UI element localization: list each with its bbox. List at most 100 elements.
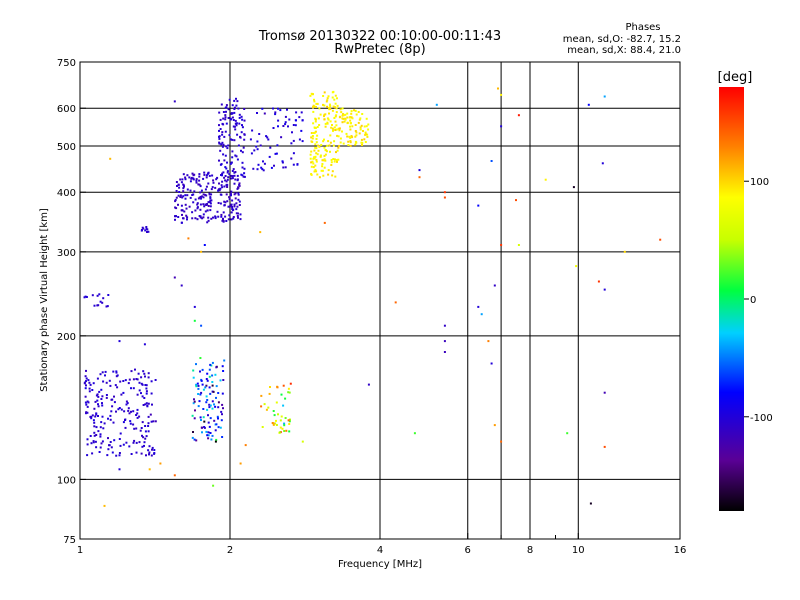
cluster-point <box>312 110 315 113</box>
cluster-point <box>226 171 229 174</box>
cluster-point <box>309 94 312 97</box>
cluster-point <box>203 173 206 176</box>
cluster-point <box>182 173 185 176</box>
cluster-point <box>203 426 206 428</box>
cluster-point <box>199 216 202 219</box>
cluster-point <box>334 129 337 131</box>
scatter-point <box>103 504 106 507</box>
cluster-point <box>239 213 242 216</box>
cluster-point <box>147 449 150 452</box>
cluster-point <box>184 197 187 200</box>
cluster-point <box>207 171 210 174</box>
cluster-point <box>274 111 277 114</box>
cluster-point <box>133 439 136 442</box>
cluster-point <box>218 135 221 138</box>
x-tick-label: 16 <box>674 545 687 556</box>
cluster-point <box>209 432 212 434</box>
cluster-point <box>280 393 283 396</box>
cluster-point <box>324 113 327 116</box>
cluster-point <box>122 443 125 446</box>
cluster-point <box>346 112 349 115</box>
cluster-point <box>183 185 185 188</box>
cluster-point <box>315 152 318 155</box>
cluster-point <box>234 119 237 122</box>
cluster-point <box>215 396 217 399</box>
data-points <box>83 87 662 507</box>
cluster-point <box>341 117 344 120</box>
cluster-point <box>236 100 239 103</box>
cluster-point <box>215 385 218 388</box>
cluster-point <box>211 361 214 364</box>
cluster-point <box>334 106 336 109</box>
cluster-point <box>327 173 330 176</box>
cluster-point <box>324 149 327 151</box>
cluster-point <box>233 174 236 177</box>
cluster-point <box>179 178 182 181</box>
cluster-point <box>200 197 202 200</box>
x-tick-label: 2 <box>227 545 233 556</box>
cluster-point <box>95 394 98 397</box>
cluster-point <box>209 199 212 202</box>
cluster-point <box>337 135 340 138</box>
cluster-point <box>101 415 104 418</box>
cluster-point <box>224 130 227 133</box>
cluster-point <box>202 416 205 419</box>
cluster-point <box>235 202 238 205</box>
cluster-point <box>333 158 336 161</box>
cluster-point <box>225 220 228 222</box>
cluster-point <box>237 107 240 110</box>
cluster-point <box>149 413 152 416</box>
cluster-point <box>119 444 122 447</box>
cluster-point <box>107 437 109 440</box>
cluster-point <box>229 205 232 208</box>
cluster-point <box>315 106 317 108</box>
cluster-point <box>97 304 100 307</box>
cluster-point <box>152 420 155 423</box>
cluster-point <box>354 135 357 138</box>
cluster-point <box>120 408 123 411</box>
cluster-point <box>128 378 131 381</box>
cluster-point <box>224 154 227 157</box>
cluster-point <box>98 390 101 393</box>
cluster-point <box>358 118 361 121</box>
cluster-point <box>182 187 185 190</box>
scatter-point <box>500 125 503 128</box>
cluster-point <box>86 405 89 408</box>
cluster-point <box>136 412 139 415</box>
scatter-point <box>239 462 242 465</box>
cluster-point <box>333 98 336 101</box>
cluster-point <box>98 451 101 453</box>
cluster-point <box>151 403 153 406</box>
cluster-point <box>123 410 126 413</box>
cluster-point <box>222 123 225 126</box>
cluster-point <box>318 107 321 110</box>
cluster-point <box>199 208 202 211</box>
cluster-point <box>315 160 318 163</box>
cluster-point <box>205 176 208 179</box>
cluster-point <box>127 407 130 410</box>
cluster-point <box>313 149 316 152</box>
cluster-point <box>113 439 116 442</box>
cluster-point <box>93 421 96 424</box>
cluster-point <box>344 118 347 121</box>
cluster-point <box>292 139 295 142</box>
cluster-point <box>209 363 212 366</box>
cluster-point <box>204 210 207 213</box>
cluster-point <box>323 118 326 121</box>
cluster-point <box>349 128 352 131</box>
cluster-point <box>216 415 219 418</box>
cluster-point <box>312 132 315 134</box>
cluster-point <box>243 172 246 175</box>
cluster-point <box>231 138 234 141</box>
cluster-point <box>231 156 234 159</box>
cluster-point <box>230 190 233 193</box>
cluster-point <box>342 113 344 116</box>
cluster-point <box>354 140 357 143</box>
cluster-point <box>198 179 201 182</box>
cluster-point <box>234 128 237 131</box>
cluster-point <box>214 186 217 189</box>
cluster-point <box>107 448 110 451</box>
cluster-point <box>314 168 317 171</box>
cluster-point <box>143 444 145 447</box>
cluster-point <box>284 123 287 126</box>
